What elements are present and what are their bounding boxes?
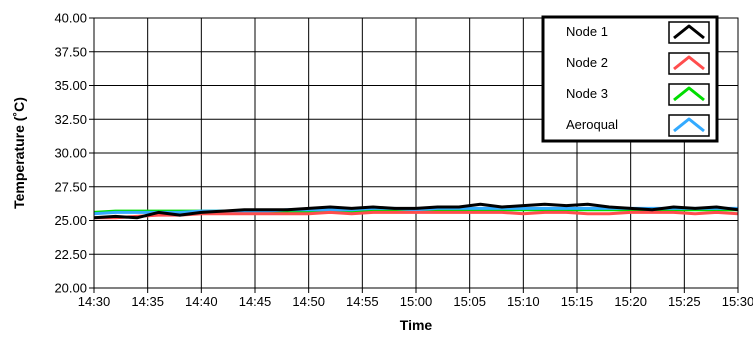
x-tick-label: 15:25	[668, 294, 701, 309]
x-tick-label: 14:45	[239, 294, 272, 309]
legend-label: Node 3	[566, 86, 608, 101]
legend-swatch-frame	[668, 83, 710, 106]
x-axis-title: Time	[400, 317, 433, 333]
x-tick-label: 14:40	[185, 294, 218, 309]
x-tick-label: 14:30	[78, 294, 111, 309]
legend-swatch-aeroqual	[673, 117, 705, 133]
y-axis-title: Temperature (˚C)	[11, 97, 27, 209]
y-tick-label: 22.50	[54, 247, 87, 262]
x-tick-label: 15:30	[722, 294, 753, 309]
x-tick-label: 14:35	[131, 294, 164, 309]
axes: 20.00 22.50 25.00 27.50 30.00 32.50 35.00 37.50…	[54, 11, 753, 310]
y-tick-label: 32.50	[54, 112, 87, 127]
y-tick-label: 40.00	[54, 11, 87, 26]
legend-swatch-node-3	[673, 86, 705, 102]
legend: Node 1 Node 2 Node 3 Aeroqual	[541, 15, 719, 143]
y-tick-label: 20.00	[54, 281, 87, 296]
x-tick-label: 15:10	[507, 294, 540, 309]
x-tick-label: 15:15	[561, 294, 594, 309]
y-tick-label: 27.50	[54, 179, 87, 194]
x-tick-label: 14:50	[292, 294, 325, 309]
legend-label: Node 2	[566, 55, 608, 70]
legend-swatch-frame	[668, 21, 710, 44]
series-lines	[93, 202, 739, 220]
legend-swatch-node-2	[673, 55, 705, 71]
legend-label: Aeroqual	[566, 117, 618, 132]
x-tick-label: 15:00	[400, 294, 433, 309]
y-tick-label: 35.00	[54, 78, 87, 93]
x-tick-label: 15:05	[453, 294, 486, 309]
y-tick-label: 25.00	[54, 213, 87, 228]
legend-swatch-frame	[668, 114, 710, 137]
legend-label: Node 1	[566, 24, 608, 39]
y-tick-label: 37.50	[54, 44, 87, 59]
legend-swatch-frame	[668, 52, 710, 75]
x-tick-label: 14:55	[346, 294, 379, 309]
x-tick-label: 15:20	[614, 294, 647, 309]
legend-swatch-node-1	[673, 24, 705, 40]
y-tick-label: 30.00	[54, 146, 87, 161]
series-line-node-1	[93, 202, 739, 220]
